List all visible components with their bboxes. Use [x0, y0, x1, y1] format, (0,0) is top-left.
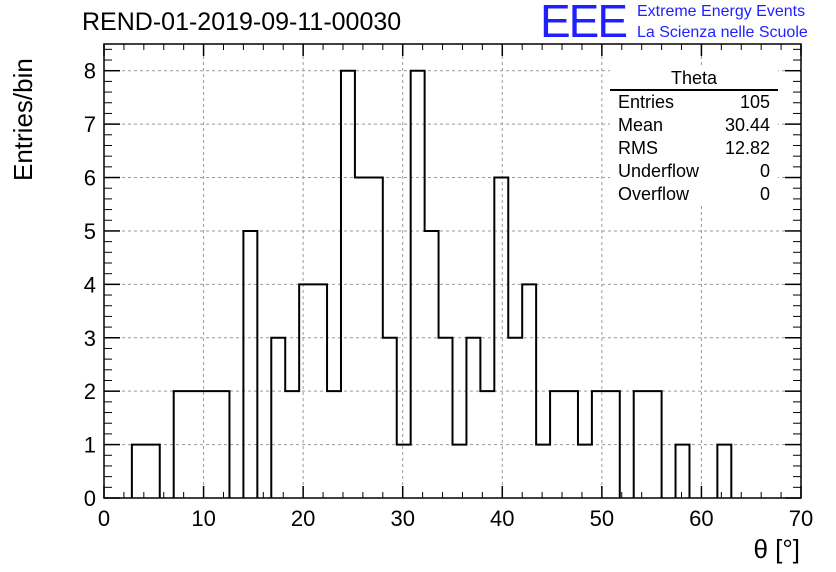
- chart-title: REND-01-2019-09-11-00030: [82, 8, 402, 36]
- y-tick-label: 4: [84, 272, 96, 297]
- y-tick-label: 7: [84, 112, 96, 137]
- histogram-bin: [453, 445, 467, 498]
- y-axis-label: Entries/bin: [8, 58, 38, 181]
- stats-label: Mean: [618, 115, 664, 135]
- stats-value: 105: [739, 92, 770, 112]
- histogram-bin: [508, 338, 522, 498]
- logo-line-1: Extreme Energy Events: [637, 3, 806, 20]
- histogram-bin: [271, 338, 285, 498]
- x-tick-label: 70: [789, 506, 813, 531]
- stats-label: Entries: [618, 92, 675, 112]
- stats-row: Entries 105: [610, 91, 778, 114]
- stats-row: Mean 30.44: [610, 114, 778, 137]
- stats-row: Overflow 0: [610, 183, 778, 206]
- y-tick-label: 8: [84, 59, 96, 84]
- histogram-bin: [676, 445, 690, 498]
- x-tick-label: 60: [689, 506, 713, 531]
- logo-line-2: La Scienza nelle Scuole: [637, 24, 808, 41]
- plot-frame: [103, 43, 802, 499]
- y-tick-label: 0: [84, 486, 96, 511]
- stats-value: 12.82: [724, 138, 770, 158]
- histogram-bin: [243, 231, 257, 498]
- stats-value: 30.44: [724, 115, 770, 135]
- histogram-bin: [578, 445, 592, 498]
- histogram-bin: [439, 338, 453, 498]
- x-tick-label: 30: [390, 506, 414, 531]
- stats-title: Theta: [610, 68, 778, 91]
- histogram-bin: [132, 445, 160, 498]
- y-tick-label: 2: [84, 379, 96, 404]
- histogram-outline: [130, 69, 733, 498]
- histogram-bin: [466, 338, 480, 498]
- x-tick-label: 0: [98, 506, 110, 531]
- histogram-bin: [383, 338, 397, 498]
- histogram-bin: [397, 445, 411, 498]
- y-tick-label: 3: [84, 326, 96, 351]
- x-axis-label: θ [°]: [753, 534, 800, 564]
- histogram-bin: [536, 445, 550, 498]
- histogram-bin: [425, 231, 439, 498]
- stats-value: 0: [759, 184, 770, 204]
- stats-value: 0: [759, 161, 770, 181]
- x-tick-label: 10: [191, 506, 215, 531]
- logo-mark: EEE: [540, 0, 628, 47]
- y-tick-label: 5: [84, 219, 96, 244]
- y-tick-label: 1: [84, 433, 96, 458]
- x-tick-label: 20: [291, 506, 315, 531]
- stats-label: Overflow: [618, 184, 690, 204]
- stats-label: Underflow: [618, 161, 700, 181]
- stats-label: RMS: [618, 138, 658, 158]
- y-tick-label: 6: [84, 166, 96, 191]
- stats-row: Underflow 0: [610, 160, 778, 183]
- x-tick-label: 40: [490, 506, 514, 531]
- stats-row: RMS 12.82: [610, 137, 778, 160]
- stats-box: Theta Entries 105 Mean 30.44 RMS 12.82 U…: [610, 68, 778, 206]
- x-tick-label: 50: [590, 506, 614, 531]
- histogram-bin: [717, 445, 731, 498]
